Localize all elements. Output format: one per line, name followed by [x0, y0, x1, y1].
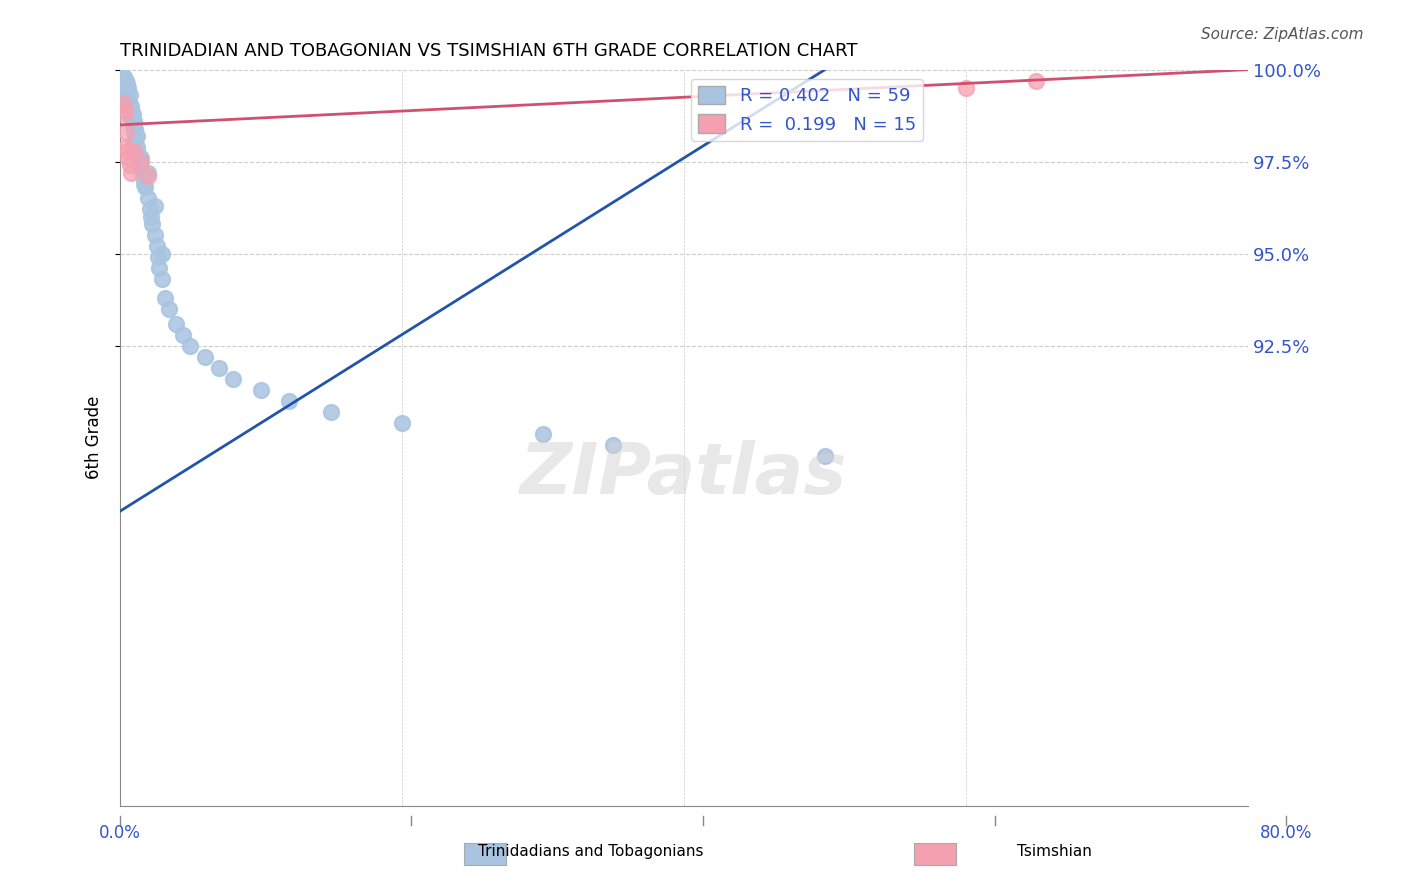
Point: [391, 416, 413, 430]
Point: [208, 360, 231, 375]
Point: [148, 261, 170, 276]
Point: [124, 132, 146, 146]
Point: [121, 107, 143, 121]
Text: TRINIDADIAN AND TOBAGONIAN VS TSIMSHIAN 6TH GRADE CORRELATION CHART: TRINIDADIAN AND TOBAGONIAN VS TSIMSHIAN …: [120, 42, 858, 60]
Point: [111, 78, 134, 92]
Point: [136, 191, 159, 205]
Point: [153, 291, 176, 305]
Point: [150, 246, 173, 260]
Point: [117, 95, 139, 110]
Point: [145, 239, 167, 253]
Point: [129, 151, 152, 165]
Text: 80.0%: 80.0%: [1260, 824, 1313, 842]
Text: 0.0%: 0.0%: [98, 824, 141, 842]
Point: [111, 95, 134, 110]
Point: [179, 338, 201, 352]
Point: [143, 199, 166, 213]
Point: [172, 327, 194, 342]
Point: [112, 81, 135, 95]
Text: Trinidadians and Tobagonians: Trinidadians and Tobagonians: [478, 845, 703, 859]
Point: [127, 147, 149, 161]
Point: [131, 169, 153, 184]
Point: [125, 128, 148, 143]
Point: [157, 301, 180, 316]
Point: [117, 151, 139, 165]
Point: [136, 169, 159, 184]
Point: [134, 180, 156, 194]
Point: [112, 70, 135, 84]
Point: [118, 88, 141, 103]
Text: Tsimshian: Tsimshian: [1017, 845, 1092, 859]
Point: [114, 103, 136, 117]
Point: [139, 210, 162, 224]
Point: [165, 317, 187, 331]
Point: [118, 103, 141, 117]
Point: [115, 144, 138, 158]
Point: [321, 405, 343, 419]
Point: [118, 158, 141, 172]
Point: [136, 166, 159, 180]
Point: [814, 449, 837, 463]
Point: [124, 121, 146, 136]
Point: [114, 88, 136, 103]
Point: [138, 202, 160, 217]
Point: [531, 427, 554, 442]
Point: [602, 438, 624, 452]
Point: [955, 81, 977, 95]
Point: [111, 70, 134, 84]
Point: [120, 111, 142, 125]
Point: [146, 250, 169, 264]
Point: [115, 78, 138, 92]
Point: [112, 85, 135, 99]
Point: [128, 154, 150, 169]
Text: ZIPatlas: ZIPatlas: [520, 440, 848, 509]
Point: [150, 272, 173, 286]
Point: [121, 118, 143, 132]
Y-axis label: 6th Grade: 6th Grade: [86, 396, 103, 479]
Point: [122, 144, 145, 158]
Point: [278, 393, 301, 408]
Point: [250, 383, 273, 397]
Point: [120, 99, 142, 113]
Point: [129, 154, 152, 169]
Point: [120, 166, 142, 180]
Point: [117, 81, 139, 95]
Point: [125, 140, 148, 154]
Point: [122, 125, 145, 139]
Point: [115, 140, 138, 154]
Point: [143, 228, 166, 243]
Point: [193, 350, 215, 364]
Point: [141, 217, 163, 231]
Point: [129, 161, 152, 176]
Point: [1025, 73, 1047, 87]
Point: [112, 107, 135, 121]
Point: [114, 125, 136, 139]
Point: [122, 136, 145, 151]
Point: [110, 73, 132, 87]
Point: [122, 114, 145, 128]
Point: [222, 372, 245, 386]
Point: [114, 73, 136, 87]
Point: [132, 177, 155, 191]
Text: Source: ZipAtlas.com: Source: ZipAtlas.com: [1201, 27, 1364, 42]
Legend: R = 0.402   N = 59, R =  0.199   N = 15: R = 0.402 N = 59, R = 0.199 N = 15: [690, 78, 922, 141]
Point: [115, 92, 138, 106]
